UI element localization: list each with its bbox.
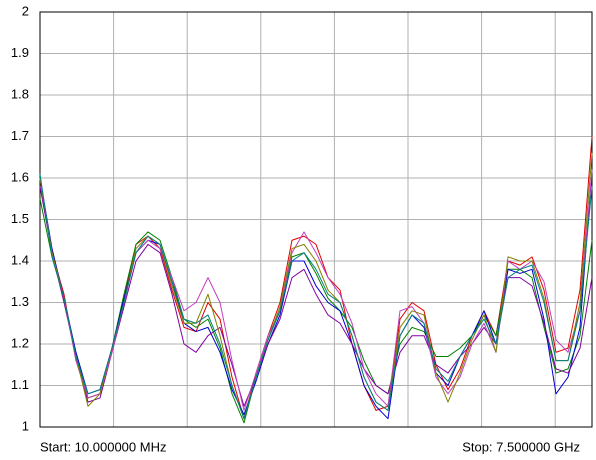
series-line: [39, 173, 593, 420]
y-tick-label: 1.3: [11, 294, 29, 309]
y-tick-label: 1.8: [11, 86, 29, 101]
y-tick-label: 2: [22, 3, 29, 18]
y-tick-label: 1.1: [11, 377, 29, 392]
y-tick-label: 1.5: [11, 211, 29, 226]
y-tick-label: 1.9: [11, 45, 29, 60]
y-tick-label: 1.7: [11, 128, 29, 143]
plot-border: [39, 11, 593, 428]
start-label: Start: 10.000000 MHz: [40, 439, 166, 454]
y-tick-label: 1.2: [11, 335, 29, 350]
y-tick-label: 1.4: [11, 252, 29, 267]
stop-label: Stop: 7.500000 GHz: [462, 439, 580, 454]
y-tick-label: 1.6: [11, 169, 29, 184]
y-tick-label: 1: [22, 418, 29, 433]
series-line: [39, 198, 593, 424]
